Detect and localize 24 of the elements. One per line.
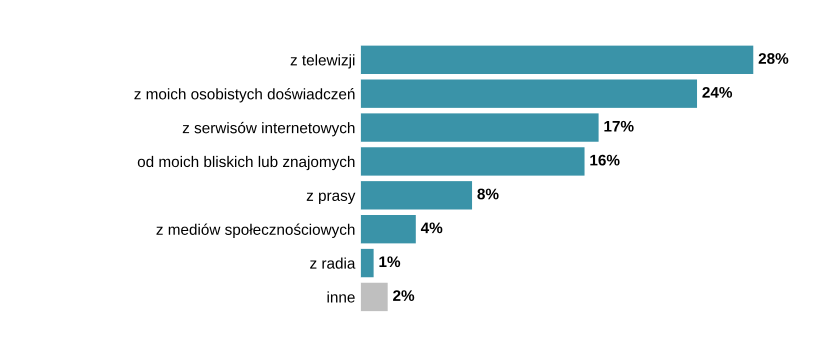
data-label: 2% [393,290,414,301]
bar [360,44,755,76]
y-tick-label: z telewizji [290,54,354,69]
y-tick-label: od moich bliskich lub znajomych [138,156,354,170]
y-tick-label: z moich osobistych doświadczeń [134,88,354,102]
bar [360,146,586,178]
y-tick-label: z serwisów internetowych [182,122,354,136]
bar [360,112,600,144]
y-tick-label: z prasy [306,192,356,204]
data-label: 16% [590,154,620,166]
data-label: 1% [379,256,400,268]
y-tick-label: z radia [310,258,356,269]
bar [360,180,474,211]
y-tick-label: z mediów społecznościowych [156,224,354,238]
bar [360,247,376,279]
data-label: 24% [702,86,732,98]
data-label: 8% [477,188,499,200]
data-label: 28% [758,53,788,64]
bar [360,281,390,313]
data-label: 17% [604,120,634,132]
y-tick-label: inne [328,291,355,303]
data-label: 4% [420,222,442,234]
bar [360,214,418,245]
bar [360,78,698,110]
